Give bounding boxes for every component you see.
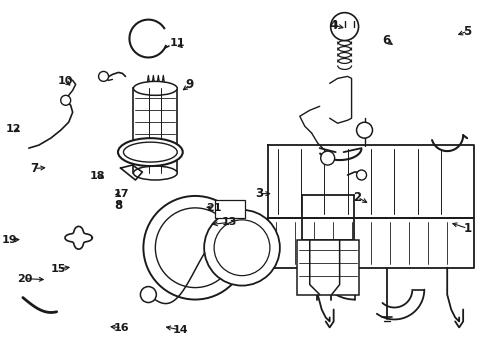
- Ellipse shape: [123, 142, 177, 162]
- Text: 5: 5: [463, 25, 471, 38]
- Text: 12: 12: [5, 124, 21, 134]
- Circle shape: [320, 151, 334, 165]
- Ellipse shape: [133, 81, 177, 95]
- Text: 21: 21: [206, 203, 222, 213]
- Circle shape: [140, 287, 156, 302]
- Bar: [215, 200, 244, 218]
- Circle shape: [155, 208, 235, 288]
- Text: 14: 14: [172, 325, 187, 335]
- Circle shape: [99, 71, 108, 81]
- Text: 20: 20: [17, 274, 32, 284]
- Ellipse shape: [118, 138, 183, 166]
- Circle shape: [203, 210, 279, 285]
- Circle shape: [214, 220, 269, 276]
- Ellipse shape: [133, 166, 177, 180]
- Text: 19: 19: [2, 235, 18, 245]
- Text: 16: 16: [114, 323, 129, 333]
- Text: 15: 15: [51, 264, 66, 274]
- Circle shape: [143, 196, 246, 300]
- Text: 8: 8: [115, 199, 122, 212]
- Text: 3: 3: [255, 187, 263, 200]
- Circle shape: [356, 170, 366, 180]
- Text: 18: 18: [89, 171, 105, 181]
- Bar: [133, 88, 177, 173]
- Text: 11: 11: [169, 38, 184, 48]
- Bar: [296, 240, 358, 294]
- Text: 7: 7: [30, 162, 38, 175]
- Text: 13: 13: [221, 217, 236, 227]
- Circle shape: [330, 13, 358, 41]
- Text: 6: 6: [382, 34, 390, 48]
- Text: 10: 10: [58, 76, 73, 86]
- Circle shape: [356, 122, 372, 138]
- Text: 2: 2: [353, 191, 361, 204]
- Text: 1: 1: [463, 222, 471, 235]
- Text: 4: 4: [328, 19, 337, 32]
- Circle shape: [61, 95, 71, 105]
- Text: 9: 9: [185, 78, 194, 91]
- Text: 17: 17: [114, 189, 129, 199]
